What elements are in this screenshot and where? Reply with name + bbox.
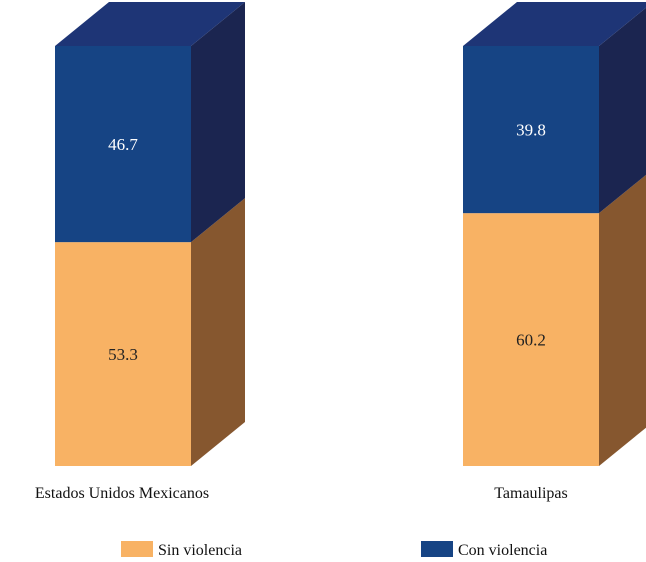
bar-side-0-0	[191, 198, 245, 466]
bar-side-0-1	[191, 2, 245, 243]
bar-top-0	[55, 2, 245, 46]
bar-front-0-0	[55, 242, 191, 466]
bars-layer: 53.3 46.7 60.2 39.8	[55, 2, 646, 466]
legend-label-sin-violencia: Sin violencia	[158, 542, 242, 559]
value-label-0-0: 53.3	[108, 345, 138, 364]
value-label-1-1: 39.8	[516, 121, 546, 140]
category-label-1: Tamaulipas	[494, 485, 568, 502]
bar-front-1-0	[463, 213, 599, 466]
category-labels: Estados Unidos Mexicanos Tamaulipas	[35, 485, 568, 502]
bar-top-1	[463, 2, 646, 46]
legend: Sin violencia Con violencia	[121, 541, 547, 559]
legend-swatch-sin-violencia	[121, 541, 153, 557]
legend-swatch-con-violencia	[421, 541, 453, 557]
bar-side-1-0	[599, 174, 646, 466]
bar-front-1-1	[463, 46, 599, 214]
bar-front-0-1	[55, 46, 191, 243]
category-label-0: Estados Unidos Mexicanos	[35, 485, 209, 502]
legend-label-con-violencia: Con violencia	[458, 542, 547, 559]
bar-side-1-1	[599, 7, 646, 214]
value-label-0-1: 46.7	[108, 135, 138, 154]
value-label-1-0: 60.2	[516, 331, 546, 350]
